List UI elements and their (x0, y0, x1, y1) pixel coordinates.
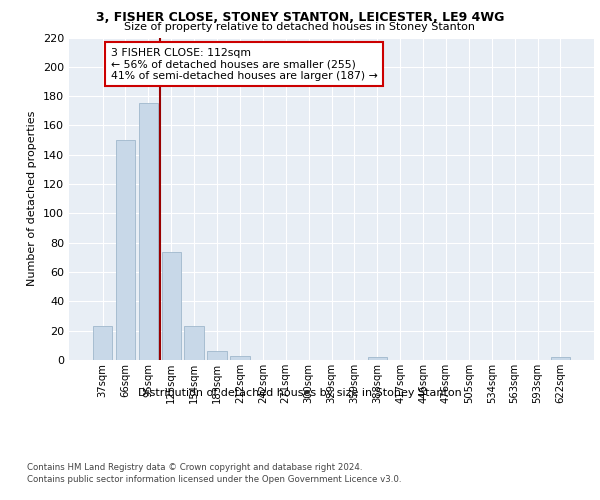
Bar (93, 326, 112, 360)
Text: Distribution of detached houses by size in Stoney Stanton: Distribution of detached houses by size … (138, 388, 462, 398)
Y-axis label: Number of detached properties: Number of detached properties (28, 111, 37, 286)
Bar (184, 326, 204, 360)
Bar (139, 104, 158, 360)
Text: 3 FISHER CLOSE: 112sqm
← 56% of detached houses are smaller (255)
41% of semi-de: 3 FISHER CLOSE: 112sqm ← 56% of detached… (110, 48, 377, 81)
Bar (368, 357, 387, 360)
Bar (161, 252, 181, 360)
Bar (116, 140, 135, 360)
Bar (208, 351, 227, 360)
Text: Contains HM Land Registry data © Crown copyright and database right 2024.: Contains HM Land Registry data © Crown c… (27, 462, 362, 471)
Text: Contains public sector information licensed under the Open Government Licence v3: Contains public sector information licen… (27, 475, 401, 484)
Text: 3, FISHER CLOSE, STONEY STANTON, LEICESTER, LE9 4WG: 3, FISHER CLOSE, STONEY STANTON, LEICEST… (96, 11, 504, 24)
Text: Size of property relative to detached houses in Stoney Stanton: Size of property relative to detached ho… (125, 22, 476, 32)
Bar (551, 357, 570, 360)
Bar (230, 356, 250, 360)
